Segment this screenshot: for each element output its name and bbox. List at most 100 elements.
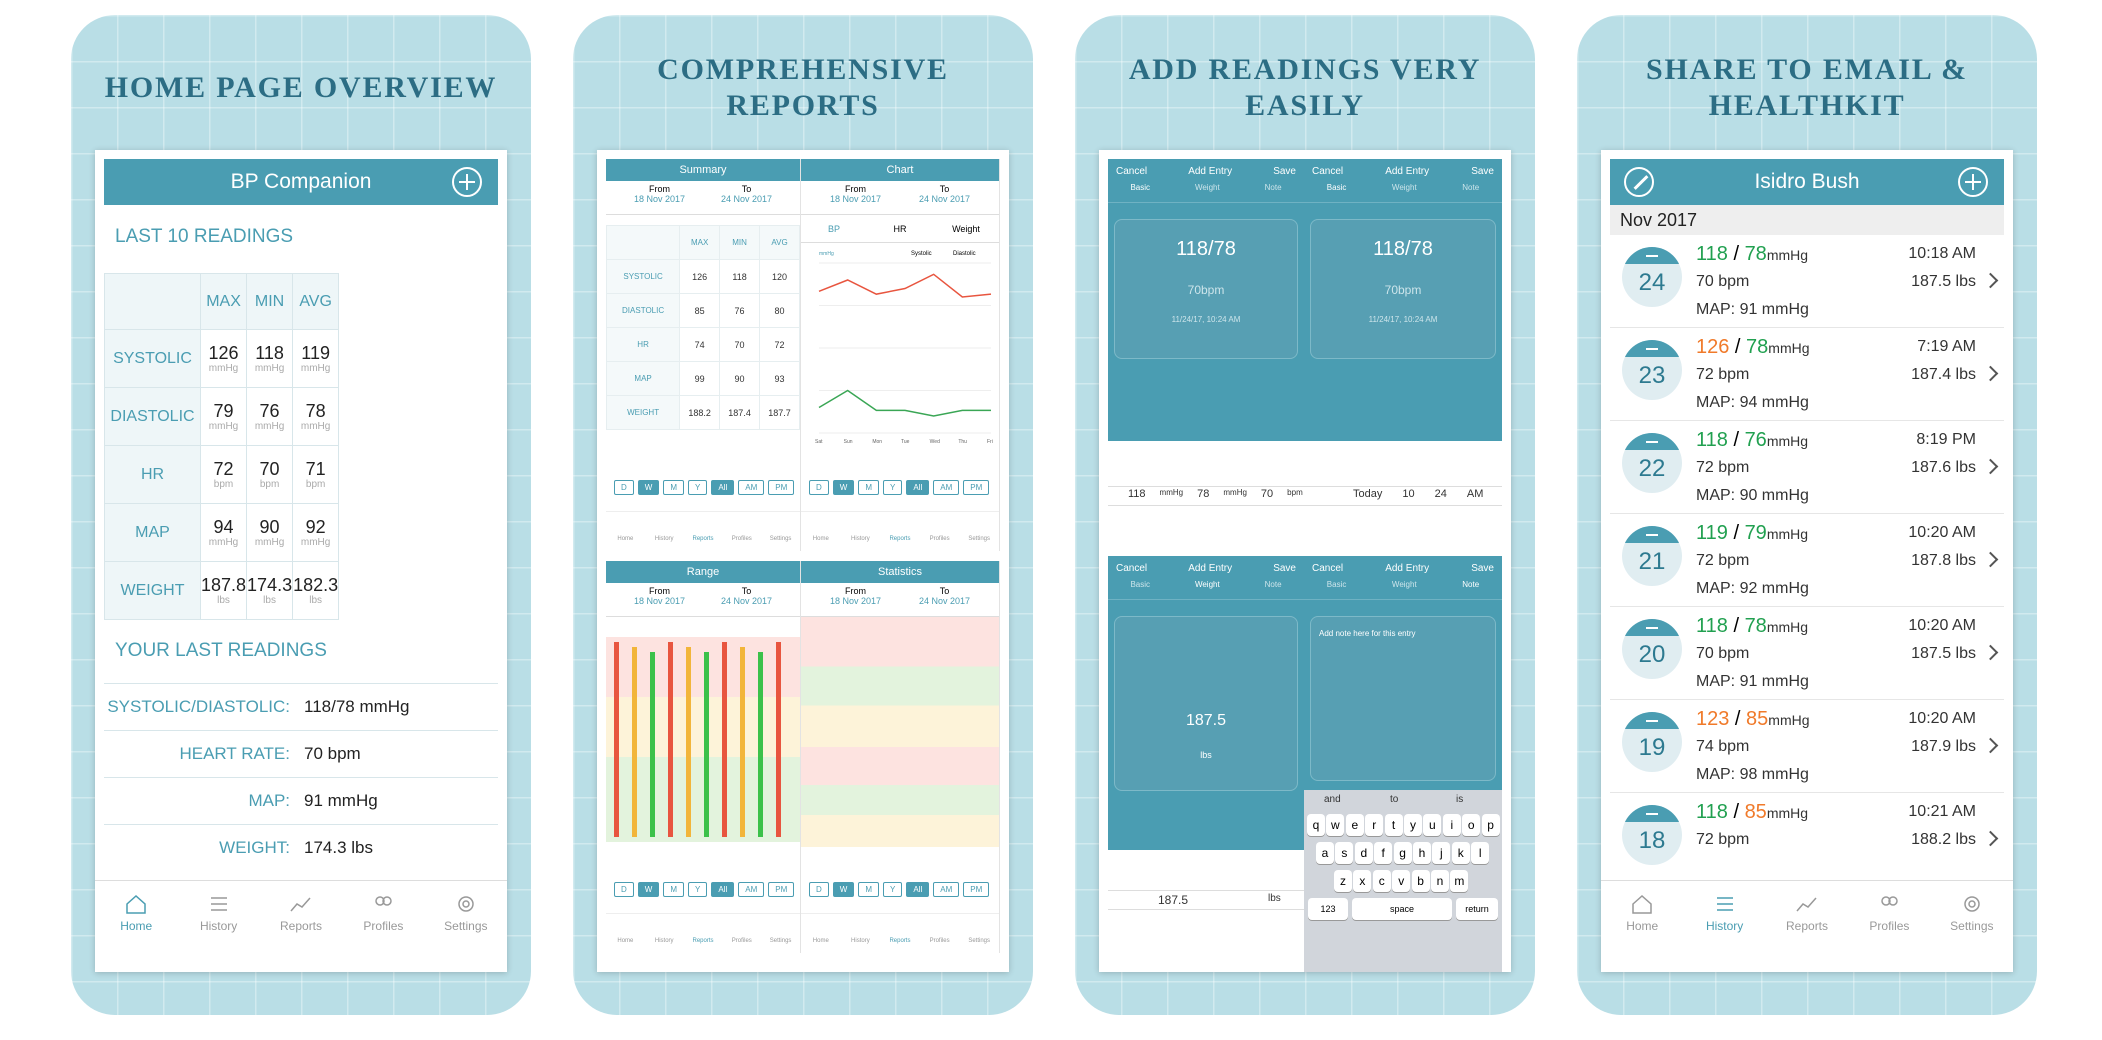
segment-w[interactable]: W (832, 480, 855, 495)
segment-all[interactable]: All (906, 882, 930, 897)
tab-profiles[interactable]: Profiles (342, 881, 424, 972)
key[interactable]: space (1352, 898, 1452, 920)
tab-home[interactable]: Home (95, 881, 177, 972)
key[interactable]: return (1456, 898, 1498, 920)
key[interactable]: v (1392, 870, 1411, 892)
period-segment[interactable]: D W M Y All AM PM (801, 480, 999, 495)
mini-tab-home[interactable]: Home (812, 536, 829, 542)
save-button[interactable]: Save (1273, 562, 1296, 574)
segment-m[interactable]: M (663, 882, 685, 897)
from-date[interactable]: 18 Nov 2017 (633, 596, 686, 606)
note-input[interactable]: Add note here for this entry (1310, 616, 1496, 781)
segment-y[interactable]: Y (883, 882, 903, 897)
mini-tab-reports[interactable]: Reports (692, 536, 714, 542)
mini-tab-settings[interactable]: Settings (968, 938, 991, 944)
key[interactable]: o (1462, 814, 1481, 836)
to-date[interactable]: 24 Nov 2017 (720, 596, 773, 606)
history-row[interactable]: 18 118 / 85mmHg 72 bpm 10:21 AM 188.2 lbs (1610, 793, 2004, 886)
segment-all[interactable]: All (711, 480, 735, 495)
keyboard[interactable]: and to is q w e r t y u i o p a s d f g h j k l z x c v b n m 123 spac… (1304, 790, 1502, 972)
key[interactable]: a (1316, 842, 1334, 864)
history-row[interactable]: 20 118 / 78mmHg 70 bpm MAP: 91 mmHg 10:20 AM… (1610, 607, 2004, 700)
segment-am[interactable]: AM (933, 480, 960, 495)
key[interactable]: c (1372, 870, 1391, 892)
mini-tab-reports[interactable]: Reports (889, 938, 911, 944)
tab-weight[interactable]: Weight (1194, 183, 1220, 192)
key[interactable]: d (1354, 842, 1373, 864)
mini-tab-settings[interactable]: Settings (968, 536, 991, 542)
tab-history[interactable]: History (177, 881, 259, 972)
mini-tab-settings[interactable]: Settings (769, 536, 792, 542)
key[interactable]: y (1404, 814, 1422, 836)
key[interactable]: w (1326, 814, 1345, 836)
key[interactable]: r (1365, 814, 1384, 836)
tab-bp[interactable]: BP (827, 223, 840, 234)
key[interactable]: u (1423, 814, 1442, 836)
key[interactable]: g (1393, 842, 1412, 864)
segment-y[interactable]: Y (688, 480, 708, 495)
mini-tab-history[interactable]: History (654, 938, 674, 944)
value-picker[interactable]: 118 mmHg 78 mmHg 70 bpm Today 10 24 AM (1108, 448, 1502, 548)
tab-note[interactable]: Note (1264, 580, 1282, 589)
tab-basic[interactable]: Basic (1326, 183, 1347, 192)
save-button[interactable]: Save (1471, 562, 1494, 574)
tab-weight[interactable]: Weight (1391, 580, 1417, 589)
key[interactable]: l (1471, 842, 1490, 864)
segment-pm[interactable]: PM (963, 480, 990, 495)
save-button[interactable]: Save (1471, 165, 1494, 177)
tab-note[interactable]: Note (1264, 183, 1282, 192)
segment-all[interactable]: All (711, 882, 735, 897)
segment-d[interactable]: D (614, 480, 634, 495)
segment-pm[interactable]: PM (963, 882, 990, 897)
segment-w[interactable]: W (637, 882, 660, 897)
key[interactable]: p (1481, 814, 1500, 836)
mini-tab-home[interactable]: Home (617, 938, 634, 944)
mini-tab-history[interactable]: History (851, 938, 870, 944)
segment-w[interactable]: W (832, 882, 855, 897)
key[interactable]: q (1307, 814, 1325, 836)
segment-all[interactable]: All (906, 480, 930, 495)
suggestion[interactable]: to (1390, 794, 1399, 805)
tab-home[interactable]: Home (1601, 881, 1683, 972)
tab-note[interactable]: Note (1462, 580, 1480, 589)
mini-tab-profiles[interactable]: Profiles (731, 536, 752, 542)
mini-tab-home[interactable]: Home (617, 536, 634, 542)
tab-basic[interactable]: Basic (1130, 580, 1151, 589)
history-row[interactable]: 22 118 / 76mmHg 72 bpm MAP: 90 mmHg 8:19 PM 1… (1610, 421, 2004, 514)
tab-hr[interactable]: HR (893, 223, 907, 234)
mini-tab-reports[interactable]: Reports (889, 536, 911, 542)
mini-tab-history[interactable]: History (654, 536, 674, 542)
add-button[interactable] (452, 167, 482, 197)
key[interactable]: i (1442, 814, 1461, 836)
suggestion[interactable]: and (1324, 794, 1341, 805)
key[interactable]: n (1431, 870, 1449, 892)
key[interactable]: k (1451, 842, 1470, 864)
history-row[interactable]: 19 123 / 85mmHg 74 bpm MAP: 98 mmHg 10:20 AM… (1610, 700, 2004, 793)
history-row[interactable]: 21 119 / 79mmHg 72 bpm MAP: 92 mmHg 10:20 AM… (1610, 514, 2004, 607)
mini-tab-profiles[interactable]: Profiles (929, 938, 950, 944)
edit-icon[interactable] (1624, 167, 1654, 197)
segment-am[interactable]: AM (933, 882, 960, 897)
mini-tab-profiles[interactable]: Profiles (731, 938, 752, 944)
from-date[interactable]: 18 Nov 2017 (829, 194, 882, 204)
cancel-button[interactable]: Cancel (1116, 165, 1148, 177)
cancel-button[interactable]: Cancel (1312, 562, 1344, 574)
segment-y[interactable]: Y (883, 480, 903, 495)
key[interactable]: s (1335, 842, 1354, 864)
key[interactable]: z (1334, 870, 1352, 892)
period-segment[interactable]: D W M Y All AM PM (606, 882, 800, 897)
segment-w[interactable]: W (637, 480, 660, 495)
tab-note[interactable]: Note (1462, 183, 1480, 192)
segment-d[interactable]: D (809, 882, 829, 897)
history-row[interactable]: 23 126 / 78mmHg 72 bpm MAP: 94 mmHg 7:19 AM 1… (1610, 328, 2004, 421)
segment-y[interactable]: Y (688, 882, 708, 897)
add-button[interactable] (1958, 167, 1988, 197)
tab-basic[interactable]: Basic (1130, 183, 1151, 192)
key[interactable]: t (1384, 814, 1403, 836)
from-date[interactable]: 18 Nov 2017 (633, 194, 686, 204)
mini-tab-profiles[interactable]: Profiles (929, 536, 950, 542)
segment-d[interactable]: D (614, 882, 634, 897)
segment-m[interactable]: M (663, 480, 685, 495)
period-segment[interactable]: D W M Y All AM PM (801, 882, 999, 897)
key[interactable]: j (1432, 842, 1451, 864)
